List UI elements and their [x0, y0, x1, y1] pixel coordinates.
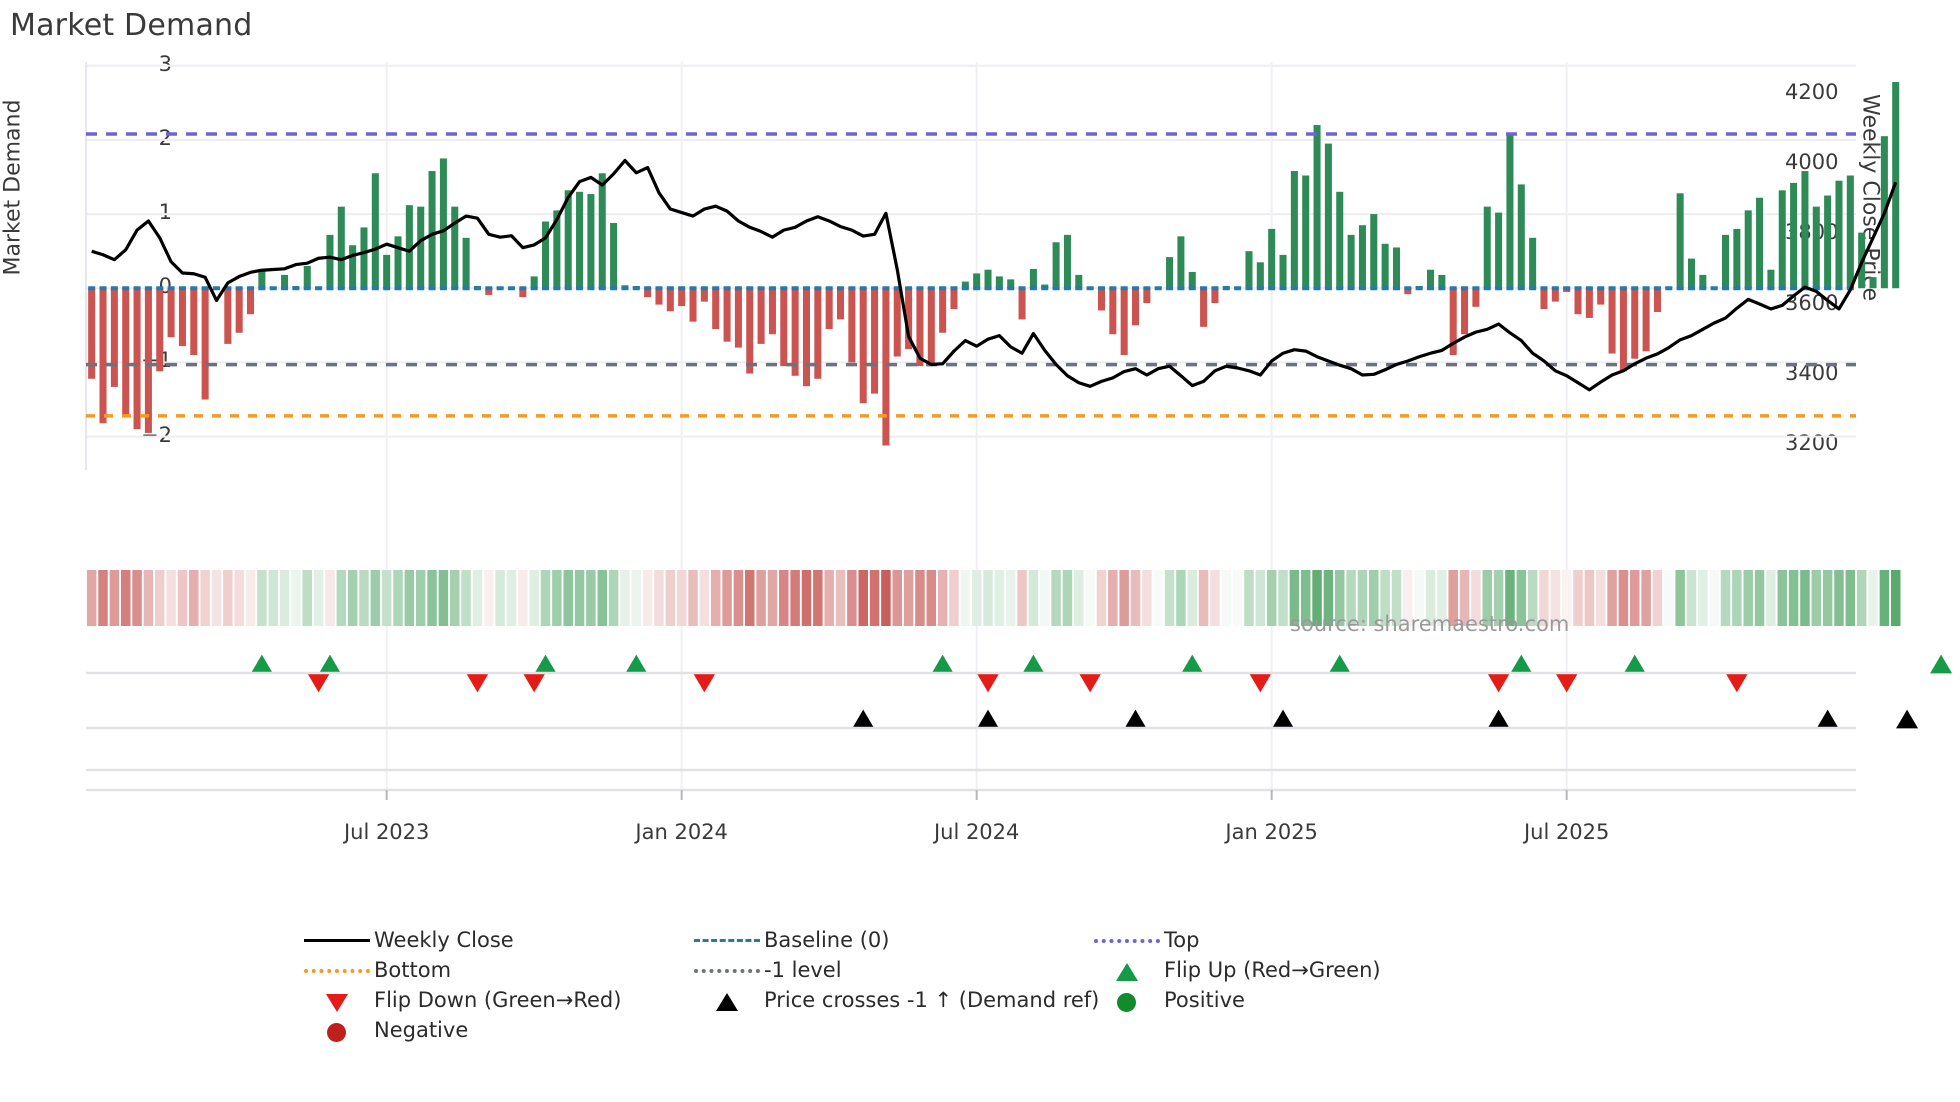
legend-column: -1 level [690, 955, 1090, 985]
circle-icon [300, 1015, 374, 1045]
legend-column: Price crosses -1 ↑ (Demand ref) [690, 985, 1099, 1015]
legend-row: Bottom -1 level Flip Up (Red→Green) [300, 955, 1700, 985]
reference-lines [86, 132, 1856, 418]
triangle-up-icon [1090, 955, 1164, 985]
legend-label: Baseline (0) [764, 928, 890, 952]
legend-item[interactable]: Flip Down (Green→Red) [300, 985, 690, 1015]
y-axis-right-tick: 3200 [1785, 431, 1839, 456]
legend-item[interactable]: Negative [300, 1015, 690, 1045]
legend-column: Flip Up (Red→Green) [1090, 955, 1480, 985]
flip-markers [250, 654, 1953, 729]
weekly-close-line [91, 158, 1898, 392]
demand-bars [88, 82, 1900, 446]
y-axis-left-tick: 2 [158, 125, 172, 150]
legend-row: Flip Down (Green→Red) Price crosses -1 ↑ … [300, 985, 1700, 1015]
dotted-line-icon [1090, 925, 1164, 955]
legend-label: Weekly Close [374, 928, 514, 952]
x-axis-tick: Jul 2025 [1523, 820, 1610, 844]
x-axis-tick: Jul 2024 [933, 820, 1020, 844]
legend-label: Top [1164, 928, 1200, 952]
sub-grid-lines [86, 671, 1856, 800]
legend-row: Weekly Close Baseline (0) Top [300, 925, 1700, 955]
legend-label: Positive [1164, 988, 1245, 1012]
triangle-up-icon [690, 985, 764, 1015]
legend-column: Top [1090, 925, 1480, 955]
legend-label: -1 level [764, 958, 842, 982]
legend-column: Positive [1090, 985, 1480, 1015]
legend-item[interactable]: Price crosses -1 ↑ (Demand ref) [690, 985, 1099, 1015]
y-axis-left-tick: 1 [158, 200, 172, 225]
legend-label: Bottom [374, 958, 452, 982]
dotted-line-icon [690, 955, 764, 985]
market-demand-plot [85, 62, 1953, 800]
solid-line-icon [300, 925, 374, 955]
dotted-line-icon [300, 955, 374, 985]
y-axis-right-tick: 4200 [1785, 79, 1839, 104]
legend-item[interactable]: -1 level [690, 955, 1090, 985]
legend-row: Negative [300, 1015, 1700, 1045]
legend-item[interactable]: Weekly Close [300, 925, 690, 955]
demand-heatmap-strip [86, 570, 1901, 626]
circle-icon [1090, 985, 1164, 1015]
legend-column: Negative [300, 1015, 690, 1045]
legend-label: Flip Up (Red→Green) [1164, 958, 1381, 982]
legend-item[interactable]: Bottom [300, 955, 690, 985]
y-axis-left-tick: 3 [158, 51, 172, 76]
y-axis-right-tick: 4000 [1785, 150, 1839, 174]
triangle-down-icon [300, 985, 374, 1015]
legend-column: Flip Down (Green→Red) [300, 985, 690, 1015]
legend-label: Flip Down (Green→Red) [374, 988, 622, 1012]
source-note: source: sharemaestro.com [1290, 612, 1570, 636]
legend-item[interactable]: Top [1090, 925, 1480, 955]
x-axis-tick: Jan 2024 [635, 820, 728, 844]
legend-item[interactable]: Baseline (0) [690, 925, 1090, 955]
legend-column: Baseline (0) [690, 925, 1090, 955]
dashed-line-icon [690, 925, 764, 955]
legend-column: Bottom [300, 955, 690, 985]
x-axis-tick: Jan 2025 [1225, 820, 1318, 844]
legend-item[interactable]: Flip Up (Red→Green) [1090, 955, 1480, 985]
legend-item[interactable]: Positive [1090, 985, 1480, 1015]
x-axis-tick: Jul 2023 [343, 820, 430, 844]
chart-legend: Weekly Close Baseline (0) Top Bottom -1 leve… [300, 925, 1700, 1045]
legend-label: Price crosses -1 ↑ (Demand ref) [764, 988, 1100, 1012]
page-title: Market Demand [10, 8, 253, 43]
legend-label: Negative [374, 1018, 469, 1042]
grid-lines [85, 62, 1856, 790]
legend-column: Weekly Close [300, 925, 690, 955]
